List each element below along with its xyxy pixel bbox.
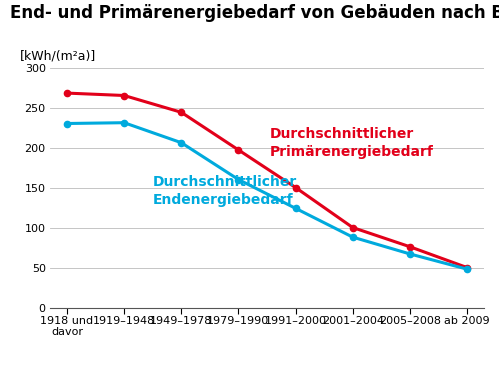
Text: Durchschnittlicher
Endenergiebedarf: Durchschnittlicher Endenergiebedarf (153, 176, 297, 207)
Text: End- und Primärenergiebedarf von Gebäuden nach Baualter: End- und Primärenergiebedarf von Gebäude… (10, 4, 499, 22)
Text: [kWh/(m²a)]: [kWh/(m²a)] (19, 50, 96, 63)
Text: Durchschnittlicher
Primärenergiebedarf: Durchschnittlicher Primärenergiebedarf (270, 128, 434, 159)
